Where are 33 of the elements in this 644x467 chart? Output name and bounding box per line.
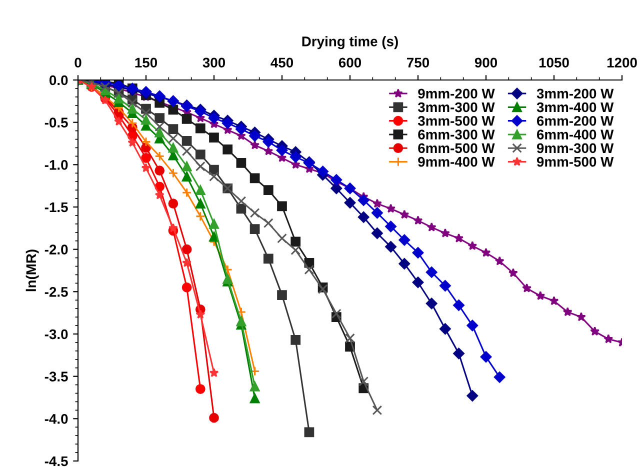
y-tick-label: -4.5 — [44, 456, 68, 466]
x-tick-label: 150 — [135, 58, 158, 68]
legend-label: 6mm-300 W — [418, 130, 495, 140]
x-axis-title: Drying time (s) — [302, 36, 398, 50]
y-tick-label: -1.5 — [44, 202, 68, 212]
y-tick-label: -1.0 — [44, 160, 68, 170]
legend-label: 9mm-500 W — [536, 156, 614, 167]
legend-label: 9mm-300 W — [536, 143, 614, 154]
legend-label: 6mm-500 W — [418, 143, 495, 154]
x-tick-label: 600 — [338, 58, 362, 68]
y-tick-label: 0.0 — [50, 75, 68, 86]
x-tick-label: 450 — [270, 58, 294, 68]
legend-label: 3mm-500 W — [418, 116, 495, 126]
y-tick-label: -2.0 — [44, 244, 68, 255]
x-tick-label: 1050 — [539, 58, 569, 68]
y-axis-title: ln(MR) — [26, 250, 39, 292]
y-tick-label: -4.0 — [44, 414, 68, 424]
legend-label: 6mm-200 W — [536, 116, 614, 126]
y-tick-label: -0.5 — [44, 118, 68, 128]
legend-label: 6mm-400 W — [536, 130, 614, 140]
legend-label: 3mm-400 W — [536, 102, 614, 112]
x-tick-label: 1200 — [607, 58, 637, 68]
x-tick-label: 750 — [407, 58, 430, 68]
legend-label: 3mm-200 W — [536, 88, 614, 99]
x-tick-label: 300 — [202, 58, 226, 68]
y-tick-label: -2.5 — [44, 287, 68, 297]
y-tick-label: -3.0 — [44, 329, 68, 340]
legend-label: 9mm-200 W — [418, 88, 495, 99]
y-tick-label: -3.5 — [44, 372, 68, 382]
x-tick-label: 0 — [74, 58, 82, 68]
legend-label: 9mm-400 W — [418, 156, 495, 167]
legend-label: 3mm-300 W — [418, 102, 495, 112]
x-tick-label: 900 — [474, 58, 498, 68]
